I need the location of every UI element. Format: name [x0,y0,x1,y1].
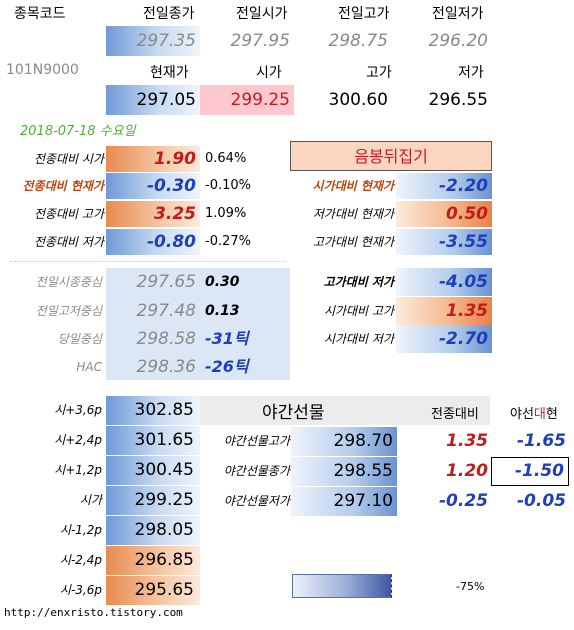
night-vs-current-label: 야선대현 [510,407,558,422]
night-low-vs-current: -0.05 [517,491,566,511]
night-high-label: 야간선물고가 [223,434,290,448]
night-header-bg [200,396,490,425]
center-today-label: 당일중심 [57,332,102,346]
date-label: 2018-07-18 수요일 [20,124,136,139]
legend-gradient-bar [292,574,392,598]
night-high-vs-close: 1.35 [446,431,488,451]
level-label: 시-1,2p [59,523,102,537]
row-low-vs-open-value: -2.70 [396,325,492,353]
row-low-vs-close-pct: -0.27% [205,234,251,249]
night-low-value: 297.10 [291,487,397,516]
level-label: 시-2,4p [59,553,102,567]
level-label: 시+2,4p [54,433,102,447]
night-close-label: 야간선물종가 [223,464,290,478]
center-today-value: 298.58 [136,329,196,349]
row-open-vs-close-label: 전종대비 시가 [33,152,104,166]
code-value: 101N9000 [6,62,79,78]
prev-open-label: 전일시가 [236,6,288,22]
center-prev-oc-value: 297.65 [136,272,196,292]
row-high-vs-close-pct: 1.09% [205,206,247,221]
row-open-vs-close-pct: 0.64% [205,151,247,166]
level-label: 시-3,6p [59,583,102,597]
center-block-bg [200,268,290,380]
night-vs-close-label: 전종대비 [431,407,479,422]
level-value: 299.25 [106,486,200,515]
row-low-vs-high-value: -4.05 [396,268,492,296]
center-hac-label: HAC [76,360,102,374]
center-hac-value: 298.36 [136,357,196,377]
high-label: 고가 [366,65,392,81]
row-high-vs-close-value: 3.25 [106,201,200,227]
row-low-vs-close-label: 전종대비 저가 [33,235,104,249]
level-value: 301.65 [106,426,200,455]
prev-high-label: 전일고가 [338,6,390,22]
row-current-vs-close-label: 전종대비 현재가 [22,179,104,193]
center-prev-hl-value: 297.48 [136,301,196,321]
night-high-value: 298.70 [291,427,397,456]
center-prev-oc-label: 전일시종중심 [35,275,102,289]
row-current-vs-high-value: -3.55 [396,229,492,255]
center-prev-oc-extra: 0.30 [205,274,240,290]
prev-low-label: 전일저가 [432,6,484,22]
night-low-vs-close: -0.25 [439,491,488,511]
level-label: 시+1,2p [54,463,102,477]
night-close-value: 298.55 [291,457,397,486]
prev-low-value: 296.20 [428,31,488,51]
prev-close-label: 전일종가 [143,6,195,22]
divider [10,261,286,262]
row-current-vs-low-label: 저가대비 현재가 [312,207,394,221]
night-title: 야간선물 [262,403,325,423]
level-value: 302.85 [106,396,200,425]
level-value: 295.65 [106,576,200,605]
row-current-vs-close-value: -0.30 [106,173,200,199]
night-close-vs-close: 1.20 [446,461,488,481]
open-label: 시가 [256,65,282,81]
level-label: 시가 [79,493,102,507]
center-hac-extra: -26틱 [205,357,249,376]
footer-url[interactable]: http://enxristo.tistory.com [4,606,183,619]
prev-high-value: 298.75 [328,31,388,51]
row-high-vs-close-label: 전종대비 고가 [33,207,104,221]
row-high-vs-open-value: 1.35 [396,297,492,325]
row-high-vs-open-label: 시가대비 고가 [323,304,394,318]
row-current-vs-low-value: 0.50 [396,201,492,227]
center-values-bg [106,268,200,380]
candle-pattern-badge: 음봉뒤집기 [290,141,492,171]
current-value: 297.05 [106,85,200,115]
row-current-vs-high-label: 고가대비 현재가 [312,235,394,249]
high-value: 300.60 [328,90,388,110]
level-label: 시+3,6p [54,403,102,417]
level-value: 298.05 [106,516,200,545]
center-prev-hl-label: 전일고저중심 [35,304,102,318]
open-value: 299.25 [200,85,294,115]
row-low-vs-high-label: 고가대비 저가 [323,275,394,289]
current-label: 현재가 [150,65,189,81]
row-current-vs-close-pct: -0.10% [205,178,251,193]
row-low-vs-open-label: 시가대비 저가 [323,332,394,346]
level-value: 296.85 [106,546,200,575]
center-prev-hl-extra: 0.13 [205,303,240,319]
night-low-label: 야간선물저가 [223,494,290,508]
night-close-vs-current: -1.50 [491,457,569,486]
row-open-vs-close-value: 1.90 [106,146,200,172]
center-today-extra: -31틱 [205,329,249,348]
prev-close-value: 297.35 [106,26,200,56]
prev-open-value: 297.95 [230,31,290,51]
row-current-vs-open-value: -2.20 [396,173,492,199]
legend-pct: -75% [456,580,485,593]
level-value: 300.45 [106,456,200,485]
low-label: 저가 [458,65,484,81]
night-high-vs-current: -1.65 [517,431,566,451]
row-current-vs-open-label: 시가대비 현재가 [312,179,394,193]
low-value: 296.55 [428,90,488,110]
row-low-vs-close-value: -0.80 [106,229,200,255]
code-label: 종목코드 [14,6,66,22]
